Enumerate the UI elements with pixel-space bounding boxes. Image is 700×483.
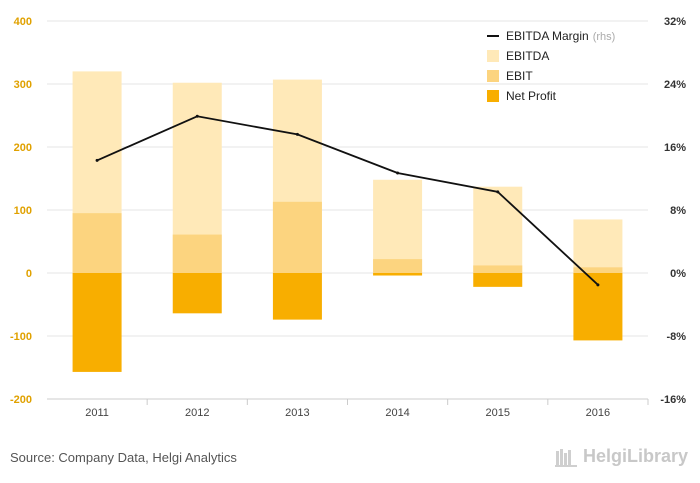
right-axis-tick-label: 32% (664, 16, 686, 28)
right-axis-tick-label: -8% (666, 331, 686, 343)
point-ebitda-margin (496, 190, 500, 194)
point-ebitda-margin (195, 114, 199, 118)
bar-net-profit (373, 273, 423, 276)
bar-net-profit (473, 273, 523, 287)
bar-ebit (172, 234, 222, 273)
legend-label: EBITDA (506, 49, 549, 63)
x-axis-tick-label: 2013 (285, 407, 309, 419)
point-ebitda-margin (295, 132, 299, 136)
bar-net-profit (272, 273, 322, 320)
legend-swatch (487, 90, 499, 102)
legend-label: Net Profit (506, 89, 557, 103)
left-axis-tick-label: 100 (14, 205, 32, 217)
legend-label: EBITDA Margin (rhs) (506, 29, 615, 43)
chart: 400 300 200 100 0 -100 -200 32% 24% 16% 8% 0% -8% -16… (10, 16, 686, 419)
bar-ebitda (373, 179, 423, 273)
right-axis-tick-label: 24% (664, 79, 686, 91)
bar-ebit (373, 259, 423, 273)
point-ebitda-margin (596, 283, 600, 287)
x-axis-tick-label: 2012 (185, 407, 209, 419)
gridlines (47, 20, 648, 400)
bar-ebit (573, 267, 623, 273)
margin-line-group (95, 114, 600, 287)
right-axis-tick-label: 8% (670, 205, 686, 217)
left-axis-tick-label: 300 (14, 79, 32, 91)
legend-suffix: (rhs) (593, 31, 616, 43)
bar-ebitda (573, 219, 623, 273)
library-icon (554, 448, 577, 467)
left-axis-tick-label: 200 (14, 142, 32, 154)
left-axis-tick-label: -100 (10, 331, 32, 343)
brand-name: HelgiLibrary (582, 446, 688, 466)
right-axis-tick-label: 0% (670, 268, 686, 280)
right-axis-tick-label: -16% (660, 394, 686, 406)
legend-swatch (487, 50, 499, 62)
bar-ebit (272, 201, 322, 273)
left-axis-tick-label: -200 (10, 394, 32, 406)
brand-logo: HelgiLibrary (554, 446, 688, 467)
bar-net-profit (573, 273, 623, 341)
left-axis-tick-label: 400 (14, 16, 32, 28)
x-axis-tick-label: 2015 (486, 407, 510, 419)
bar-net-profit (172, 273, 222, 314)
right-axis-tick-label: 16% (664, 142, 686, 154)
line-ebitda-margin (96, 115, 599, 286)
bar-ebitda (473, 186, 523, 273)
legend-swatch (487, 70, 499, 82)
left-axis-tick-label: 0 (26, 268, 32, 280)
source-note: Source: Company Data, Helgi Analytics (10, 450, 237, 465)
bar-ebit (72, 213, 122, 273)
point-ebitda-margin (396, 171, 400, 175)
bar-net-profit (72, 273, 122, 372)
legend: EBITDA Margin (rhs) EBITDA EBIT Net Profit (487, 29, 615, 103)
axes-group: 400 300 200 100 0 -100 -200 32% 24% 16% 8% 0% -8% -16… (10, 16, 686, 419)
x-axis-tick-label: 2016 (586, 407, 610, 419)
x-axis-tick-label: 2014 (385, 407, 409, 419)
legend-label: EBIT (506, 69, 533, 83)
x-axis-tick-label: 2011 (85, 407, 109, 419)
point-ebitda-margin (95, 158, 99, 162)
bar-ebit (473, 265, 523, 273)
bar-group (72, 71, 623, 372)
